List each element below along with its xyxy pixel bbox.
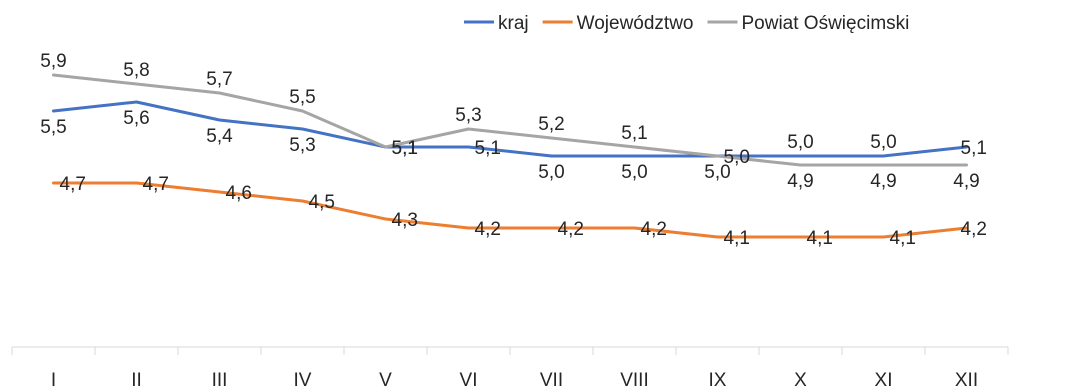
data-label: 4,9: [787, 171, 813, 192]
series-line: [52, 100, 968, 158]
legend-label: Powiat Oświęcimski: [742, 13, 910, 34]
data-label: 4,7: [60, 174, 86, 195]
x-tick-label: VI: [460, 370, 478, 391]
data-label: 5,6: [123, 108, 149, 129]
data-label: 4,7: [143, 174, 169, 195]
x-tick-label: IV: [294, 370, 312, 391]
data-label: 5,1: [392, 138, 418, 159]
legend-label: kraj: [498, 13, 529, 34]
x-tick-label: X: [794, 370, 807, 391]
data-label: 4,1: [807, 228, 833, 249]
legend-label: Województwo: [577, 13, 694, 34]
data-label: 5,3: [455, 105, 481, 126]
x-tick-label: I: [51, 370, 56, 391]
data-label: 5,2: [538, 114, 564, 135]
series-lines: [52, 73, 968, 239]
x-tick-label: II: [131, 370, 142, 391]
data-label: 4,2: [475, 219, 501, 240]
x-tick-label: III: [212, 370, 228, 391]
data-label: 4,9: [953, 171, 979, 192]
legend: kraj Województwo Powiat Oświęcimski: [464, 13, 909, 34]
data-label: 5,5: [40, 117, 66, 138]
data-labels: 5,5 5,65,4 5,3 5,1 5,15,0 5,0 5,05,0 5,0 5,14,7 4…: [40, 51, 987, 249]
data-label: 4,1: [890, 228, 916, 249]
data-label: 5,7: [206, 69, 232, 90]
x-tick-label: XII: [955, 370, 978, 391]
x-axis: I II III IV V VI VII VIII IX X XI XII: [11, 346, 1009, 391]
series-line: [52, 181, 968, 239]
data-label: 5,3: [289, 135, 315, 156]
series-line: [52, 73, 968, 167]
data-label: 5,1: [475, 138, 501, 159]
data-label: 5,8: [123, 60, 149, 81]
data-label: 4,2: [961, 219, 987, 240]
data-label: 5,1: [392, 138, 418, 159]
data-label: 5,4: [206, 126, 233, 147]
data-label: 5,0: [621, 162, 647, 183]
data-label: 5,0: [724, 147, 750, 168]
data-label: 5,0: [870, 132, 896, 153]
x-tick-label: V: [379, 370, 392, 391]
x-tick-label: XI: [875, 370, 893, 391]
data-label: 5,0: [704, 162, 730, 183]
data-label: 4,3: [392, 210, 418, 231]
data-label: 4,6: [226, 183, 252, 204]
data-label: 5,1: [621, 123, 647, 144]
data-label: 4,9: [870, 171, 896, 192]
data-label: 5,0: [538, 162, 564, 183]
data-label: 4,2: [641, 219, 667, 240]
x-tick-label: VIII: [620, 370, 649, 391]
x-tick-label: VII: [540, 370, 563, 391]
data-label: 5,1: [961, 138, 987, 159]
x-tick-label: IX: [709, 370, 727, 391]
data-label: 4,5: [309, 192, 335, 213]
data-label: 5,5: [289, 87, 315, 108]
data-label: 5,9: [40, 51, 66, 72]
data-label: 4,2: [558, 219, 584, 240]
data-label: 4,1: [724, 228, 750, 249]
data-label: 5,0: [787, 132, 813, 153]
